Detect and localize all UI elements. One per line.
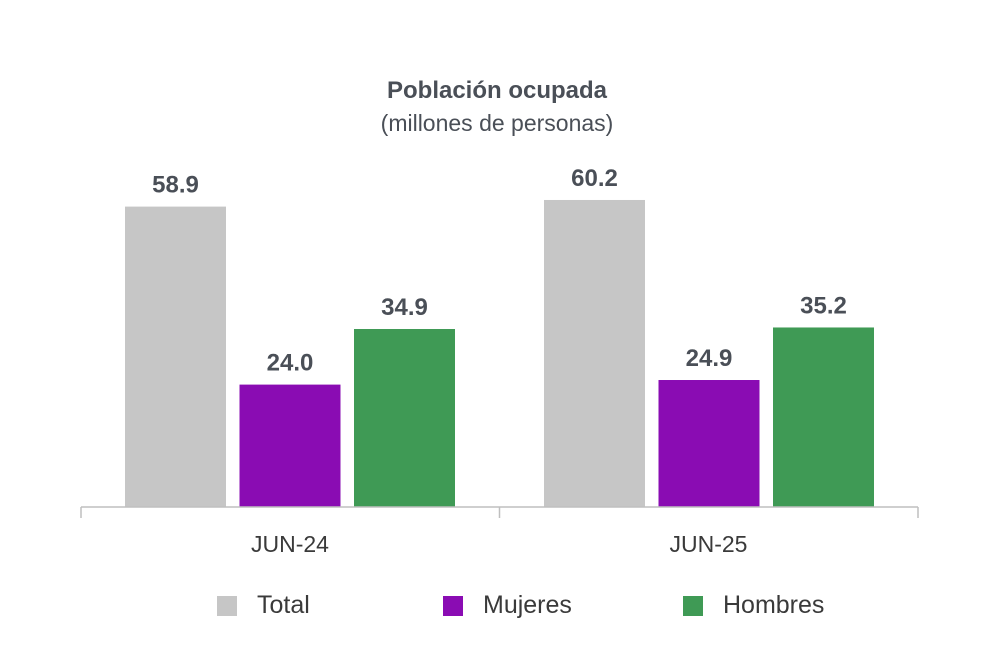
data-label-mujeres-jun-25: 24.9 [686,345,733,372]
bar-hombres-jun-24 [354,329,455,507]
data-label-hombres-jun-24: 34.9 [381,294,428,321]
legend-label-hombres: Hombres [723,591,824,619]
data-label-total-jun-24: 58.9 [152,172,199,199]
legend-swatch-hombres [683,596,703,616]
legend-swatch-total [217,596,237,616]
bars-group: 58.9 24.0 34.9 60.2 24.9 35.2 [125,165,874,508]
chart-subtitle: (millones de personas) [381,110,614,136]
legend-label-mujeres: Mujeres [483,591,572,619]
data-label-hombres-jun-25: 35.2 [800,292,847,319]
legend-swatch-mujeres [443,596,463,616]
chart-title: Población ocupada [387,77,608,104]
bar-mujeres-jun-25 [658,380,760,507]
bar-hombres-jun-25 [773,327,874,507]
legend: Total Mujeres Hombres [217,591,824,619]
bar-total-jun-24 [125,206,226,508]
x-axis: JUN-24 JUN-25 [80,506,919,557]
bar-total-jun-25 [544,199,645,508]
bar-mujeres-jun-24 [239,384,341,507]
data-label-mujeres-jun-24: 24.0 [267,350,314,377]
legend-label-total: Total [257,591,310,619]
data-label-total-jun-25: 60.2 [571,165,618,192]
x-tick-label-jun-24: JUN-24 [251,531,329,557]
x-tick-label-jun-25: JUN-25 [670,531,748,557]
